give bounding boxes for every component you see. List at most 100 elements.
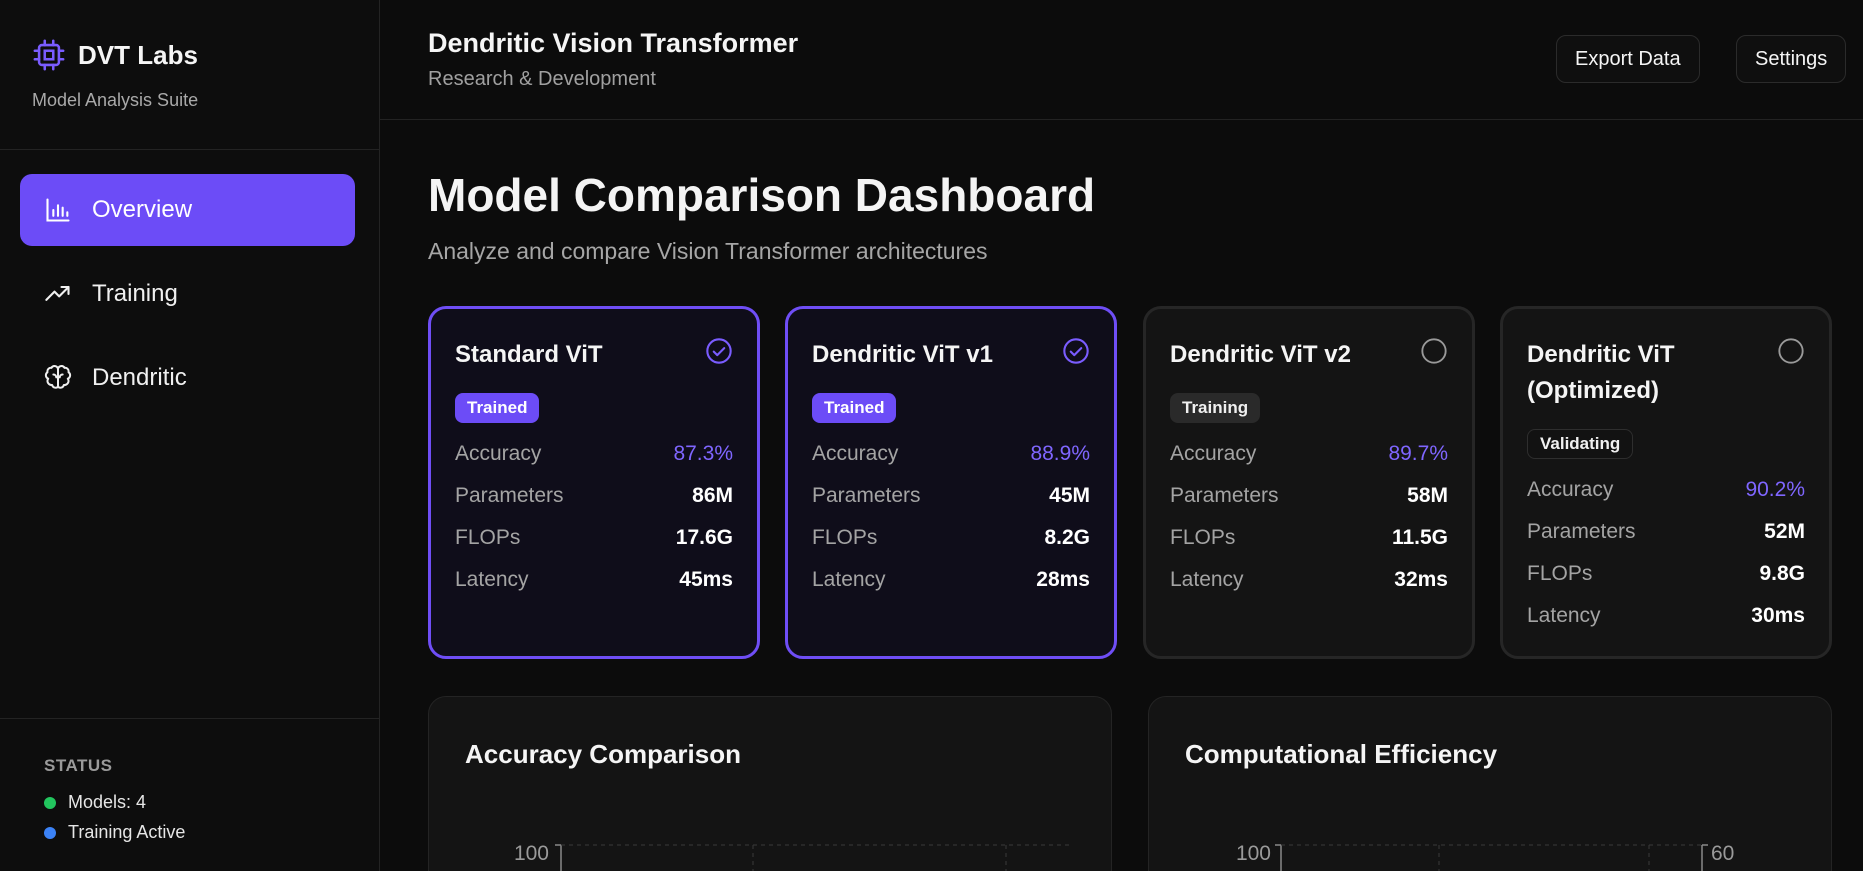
metric-value: 88.9%: [1030, 442, 1090, 465]
metric-accuracy: Accuracy 89.7%: [1170, 439, 1448, 469]
metric-value: 8.2G: [1044, 526, 1090, 549]
metric-value: 87.3%: [673, 442, 733, 465]
metric-value: 86M: [692, 484, 733, 507]
metric-latency: Latency 32ms: [1170, 565, 1448, 595]
metric-label: Latency: [1527, 604, 1601, 627]
metric-label: FLOPs: [812, 526, 878, 549]
cpu-icon: [33, 39, 65, 71]
metric-label: Accuracy: [812, 442, 899, 465]
metric-latency: Latency 28ms: [812, 565, 1090, 595]
model-name: Standard ViT: [455, 341, 603, 368]
metric-parameters: Parameters 58M: [1170, 481, 1448, 511]
metric-value: 32ms: [1394, 568, 1448, 591]
brain-icon: [44, 364, 72, 392]
computational-efficiency-panel: Computational Efficiency 100 60: [1148, 696, 1832, 871]
status-training: Training Active: [44, 822, 185, 843]
sidebar-item-training[interactable]: Training: [20, 258, 355, 330]
page-subtitle: Analyze and compare Vision Transformer a…: [428, 238, 988, 264]
status-dot-blue: [44, 826, 56, 839]
metric-flops: FLOPs 9.8G: [1527, 559, 1805, 589]
y2-tick-label: 60: [1711, 842, 1734, 865]
metric-label: Accuracy: [1527, 478, 1614, 501]
metric-value: 28ms: [1036, 568, 1090, 591]
brand-subtitle: Model Analysis Suite: [32, 90, 199, 110]
accuracy-chart-axes: 100: [514, 842, 1069, 871]
model-name: Dendritic ViT v2: [1170, 341, 1351, 368]
sidebar-divider: [0, 718, 380, 719]
metric-label: Accuracy: [1170, 442, 1257, 465]
sidebar-nav: Overview Training Dendritic: [20, 174, 355, 426]
metric-accuracy: Accuracy 90.2%: [1527, 475, 1805, 505]
sidebar-item-label: Dendritic: [92, 364, 187, 391]
model-name: Dendritic ViT v1: [812, 341, 993, 368]
sidebar-item-overview[interactable]: Overview: [20, 174, 355, 246]
header-subtitle: Research & Development: [428, 68, 656, 90]
metric-label: FLOPs: [1527, 562, 1593, 585]
metric-value: 9.8G: [1759, 562, 1805, 585]
efficiency-chart-axes: 100 60: [1236, 842, 1734, 871]
metric-latency: Latency 30ms: [1527, 601, 1805, 631]
metric-label: Latency: [1170, 568, 1244, 591]
status-label: STATUS: [44, 756, 113, 775]
status-text: Models: 4: [68, 792, 147, 812]
panel-title: Accuracy Comparison: [465, 739, 741, 769]
status-badge: Trained: [812, 393, 897, 423]
metric-latency: Latency 45ms: [455, 565, 733, 595]
model-card-dendritic-v1[interactable]: Dendritic ViT v1 Trained Accuracy 88.9% …: [785, 306, 1117, 659]
brand[interactable]: DVT Labs: [32, 38, 198, 72]
check-circle-icon[interactable]: [1062, 337, 1090, 365]
settings-button[interactable]: Settings: [1736, 35, 1847, 83]
bar-chart-icon: [44, 196, 72, 224]
accuracy-comparison-panel: Accuracy Comparison 100: [428, 696, 1112, 871]
circle-icon[interactable]: [1420, 337, 1448, 365]
metric-parameters: Parameters 45M: [812, 481, 1090, 511]
top-header: Dendritic Vision Transformer Research & …: [380, 0, 1863, 120]
sidebar-item-label: Overview: [92, 196, 193, 223]
metric-value: 45M: [1049, 484, 1090, 507]
model-card-standard-vit[interactable]: Standard ViT Trained Accuracy 87.3% Para…: [428, 306, 760, 659]
metric-label: Parameters: [812, 484, 921, 507]
metric-label: Accuracy: [455, 442, 542, 465]
export-data-button[interactable]: Export Data: [1556, 35, 1700, 83]
model-card-dendritic-v2[interactable]: Dendritic ViT v2 Training Accuracy 89.7%…: [1143, 306, 1475, 659]
circle-icon[interactable]: [1777, 337, 1805, 365]
status-badge: Trained: [455, 393, 540, 423]
sidebar-item-dendritic[interactable]: Dendritic: [20, 342, 355, 414]
status-dot-green: [44, 796, 56, 809]
metric-value: 52M: [1764, 520, 1805, 543]
metric-value: 90.2%: [1745, 478, 1805, 501]
metric-value: 89.7%: [1388, 442, 1448, 465]
page-title: Model Comparison Dashboard: [428, 169, 1096, 221]
metric-label: Parameters: [1170, 484, 1279, 507]
status-badge: Training: [1170, 393, 1261, 423]
status-badge: Validating: [1527, 429, 1634, 459]
metric-label: FLOPs: [455, 526, 521, 549]
metric-label: Parameters: [1527, 520, 1636, 543]
metric-flops: FLOPs 11.5G: [1170, 523, 1448, 553]
metric-value: 17.6G: [675, 526, 733, 549]
metric-value: 45ms: [679, 568, 733, 591]
y-tick-label: 100: [514, 842, 549, 865]
metric-value: 11.5G: [1391, 526, 1448, 549]
metric-value: 58M: [1407, 484, 1448, 507]
metric-label: FLOPs: [1170, 526, 1236, 549]
metric-label: Latency: [455, 568, 529, 591]
metric-flops: FLOPs 17.6G: [455, 523, 733, 553]
metric-label: Parameters: [455, 484, 564, 507]
metric-flops: FLOPs 8.2G: [812, 523, 1090, 553]
metric-parameters: Parameters 52M: [1527, 517, 1805, 547]
metric-label: Latency: [812, 568, 886, 591]
status-text: Training Active: [68, 822, 186, 842]
sidebar: DVT Labs Model Analysis Suite Overview T…: [0, 0, 380, 871]
metric-accuracy: Accuracy 87.3%: [455, 439, 733, 469]
model-name: Dendritic ViT (Optimized): [1527, 341, 1675, 404]
sidebar-item-label: Training: [92, 280, 178, 307]
panel-title: Computational Efficiency: [1185, 739, 1498, 769]
trending-up-icon: [44, 280, 72, 308]
brand-title: DVT Labs: [78, 39, 198, 70]
metric-parameters: Parameters 86M: [455, 481, 733, 511]
check-circle-icon[interactable]: [705, 337, 733, 365]
model-card-dendritic-optimized[interactable]: Dendritic ViT (Optimized) Validating Acc…: [1500, 306, 1832, 659]
metric-value: 30ms: [1751, 604, 1805, 627]
header-title: Dendritic Vision Transformer: [428, 28, 799, 58]
